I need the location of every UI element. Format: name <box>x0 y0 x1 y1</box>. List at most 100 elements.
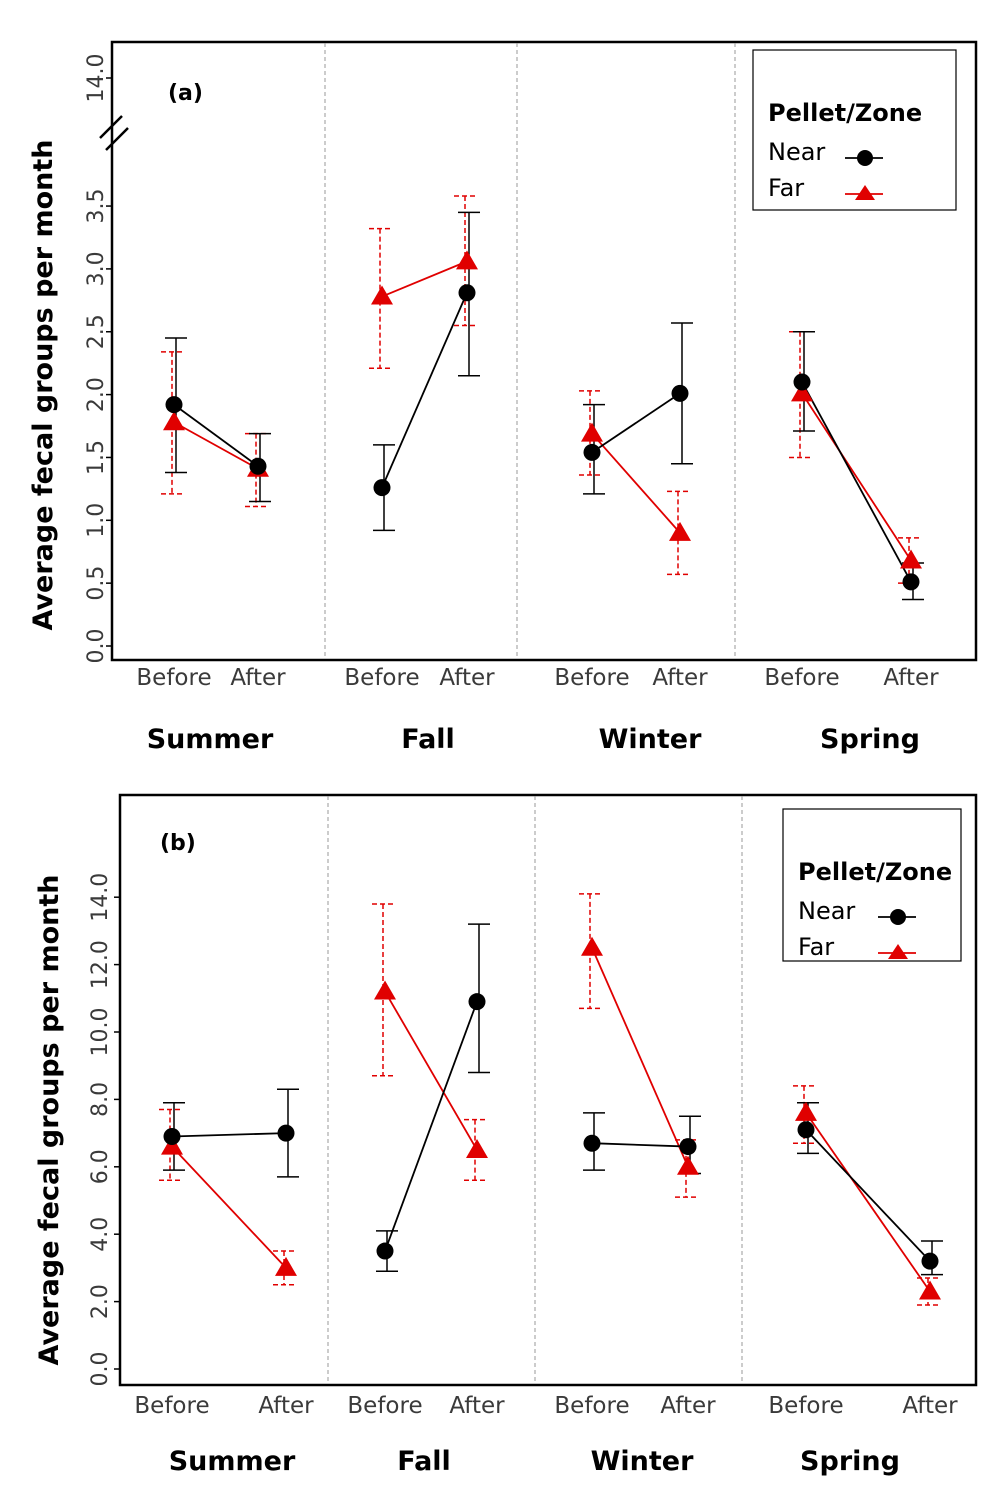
legend-marker-far <box>888 944 908 959</box>
point-near <box>373 479 391 497</box>
season-label-winter: Winter <box>599 724 702 755</box>
point-far <box>900 549 922 569</box>
point-far <box>374 980 396 1000</box>
y-tick-label: 14.0 <box>88 873 113 922</box>
y-axis-label: Average fecal groups per month <box>34 875 65 1366</box>
point-far <box>919 1280 941 1300</box>
series-line-far <box>171 1145 287 1269</box>
x-tick-label: After <box>230 665 286 691</box>
series-line-far <box>384 991 478 1151</box>
x-tick-label: Before <box>134 1393 209 1419</box>
legend-title: Pellet/Zone <box>768 99 922 127</box>
panel-label: (a) <box>168 81 203 106</box>
point-far <box>669 521 691 541</box>
legend-title: Pellet/Zone <box>798 858 952 886</box>
point-near <box>921 1252 939 1270</box>
series-line-far <box>381 260 468 298</box>
point-near <box>277 1124 295 1142</box>
point-near <box>376 1242 394 1260</box>
point-far <box>161 1135 183 1155</box>
season-label-fall: Fall <box>401 724 455 755</box>
point-near <box>249 457 267 475</box>
y-tick-label: 0.0 <box>84 629 109 664</box>
x-tick-label: Before <box>554 1393 629 1419</box>
legend: Pellet/Zone Near Far <box>752 49 957 211</box>
series-line-near <box>591 392 681 454</box>
point-near <box>458 284 476 302</box>
x-tick-label: After <box>902 1393 958 1419</box>
point-far <box>795 1101 817 1121</box>
y-tick-label: 14.0 <box>84 54 109 103</box>
season-label-spring: Spring <box>800 1446 900 1477</box>
season-label-winter: Winter <box>591 1446 694 1477</box>
x-tick-label: After <box>258 1393 314 1419</box>
point-far <box>677 1155 699 1175</box>
point-near <box>793 373 811 391</box>
x-tick-label: Before <box>768 1393 843 1419</box>
point-near <box>583 1134 601 1152</box>
point-far <box>466 1138 488 1158</box>
series-line-near <box>173 403 259 467</box>
point-near <box>797 1121 815 1139</box>
season-label-summer: Summer <box>169 1446 296 1477</box>
series-line-near <box>384 1001 478 1252</box>
axis-break-mark <box>105 127 129 151</box>
x-tick-label: Before <box>554 665 629 691</box>
point-far <box>456 250 478 270</box>
point-far <box>581 422 603 442</box>
point-far <box>163 411 185 431</box>
axis-break-mark <box>99 115 123 139</box>
series-line-far <box>805 1112 931 1293</box>
point-near <box>679 1138 697 1156</box>
series-line-far <box>591 432 681 534</box>
panel-label: (b) <box>160 831 196 856</box>
y-tick-label: 2.0 <box>84 377 109 412</box>
legend-box <box>782 808 962 962</box>
x-tick-label: After <box>660 1393 716 1419</box>
point-near <box>165 396 183 414</box>
legend-label-near: Near <box>768 138 825 166</box>
legend-label-near: Near <box>798 897 855 925</box>
legend-label-far: Far <box>798 933 834 961</box>
x-tick-label: After <box>652 665 708 691</box>
series-line-far <box>801 392 912 562</box>
y-tick-label: 10.0 <box>88 1008 113 1057</box>
point-near <box>163 1127 181 1145</box>
point-far <box>371 285 393 305</box>
y-tick-label: 3.0 <box>84 251 109 286</box>
x-tick-label: Before <box>344 665 419 691</box>
panel-b-chart: 0.0 2.0 4.0 6.0 8.0 10.0 12.0 14.0 Average fecal… <box>34 793 978 1477</box>
y-axis-label: Average fecal groups per month <box>28 140 59 631</box>
series-line-near <box>591 1142 689 1148</box>
point-near <box>902 573 920 591</box>
legend-marker-far <box>855 185 875 200</box>
series-line-near <box>171 1132 287 1138</box>
series-line-far <box>173 421 259 470</box>
x-tick-label: After <box>883 665 939 691</box>
point-near <box>583 443 601 461</box>
season-label-spring: Spring <box>820 724 920 755</box>
y-tick-label: 2.5 <box>84 314 109 349</box>
season-label-fall: Fall <box>397 1446 451 1477</box>
x-tick-label: After <box>449 1393 505 1419</box>
series-line-far <box>591 947 689 1168</box>
plot-frame <box>118 793 978 1387</box>
legend-box <box>752 49 957 211</box>
point-near <box>468 993 486 1011</box>
panel-a-chart: 0.0 0.5 1.0 1.5 2.0 2.5 3.0 3.5 14.0 Average feca… <box>28 40 978 755</box>
y-tick-label: 3.5 <box>84 189 109 224</box>
y-tick-label: 8.0 <box>88 1082 113 1117</box>
series-line-near <box>805 1129 931 1262</box>
x-tick-label: Before <box>136 665 211 691</box>
legend-marker-near <box>857 150 873 166</box>
y-tick-label: 1.5 <box>84 440 109 475</box>
legend: Pellet/Zone Near Far <box>782 808 962 962</box>
point-near <box>671 384 689 402</box>
x-tick-label: Before <box>764 665 839 691</box>
x-tick-label: Before <box>347 1393 422 1419</box>
y-tick-label: 4.0 <box>88 1217 113 1252</box>
season-label-summer: Summer <box>147 724 274 755</box>
y-tick-label: 1.0 <box>84 503 109 538</box>
x-tick-label: After <box>439 665 495 691</box>
point-far <box>791 382 813 402</box>
